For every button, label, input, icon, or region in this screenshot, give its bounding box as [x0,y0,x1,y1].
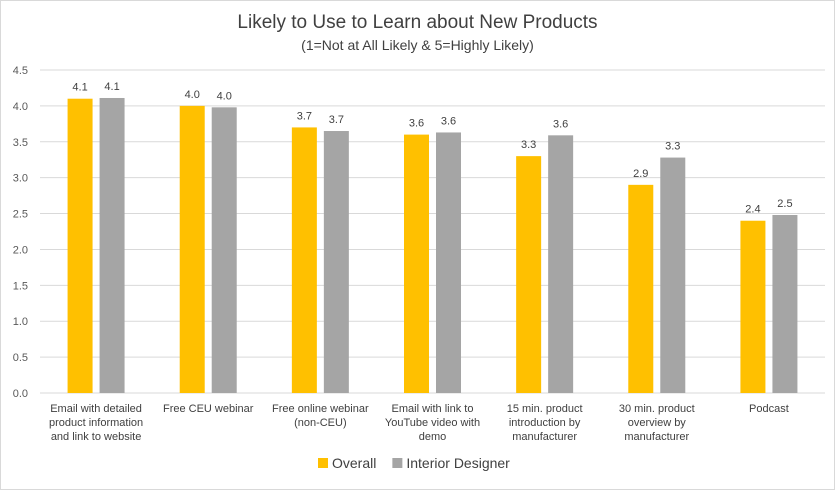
x-category-label-line: Free online webinar [272,403,369,415]
data-label: 3.6 [441,115,456,127]
y-tick-label: 3.5 [13,137,28,149]
x-category-label-line: Free CEU webinar [163,403,254,415]
bar-overall [67,98,93,393]
x-category-label-line: and link to website [51,431,142,443]
x-category-label-line: (non-CEU) [294,417,347,429]
chart-subtitle: (1=Not at All Likely & 5=Highly Likely) [301,37,534,53]
x-category-label-line: overview by [628,417,687,429]
bar-interior-designer [323,131,349,393]
bar-interior-designer [99,97,125,393]
bar-overall [740,220,766,393]
x-category-label: Email with detailed product information an… [49,403,143,443]
bar-overall [179,105,205,393]
data-label: 3.6 [409,118,424,130]
data-label: 4.0 [217,90,232,102]
x-category-label-line: introduction by [509,417,581,429]
data-label: 2.4 [745,204,760,216]
data-label: 2.5 [777,198,792,210]
y-tick-label: 0.5 [13,352,28,364]
x-category-label-line: Email with link to [392,403,474,415]
x-category-label: Free CEU webinar [163,403,254,415]
data-label: 4.1 [104,81,119,93]
legend-swatch-overall [318,458,328,468]
bar-interior-designer [436,132,461,394]
x-category-label-line: Email with detailed [50,403,142,415]
data-label: 4.0 [185,89,200,101]
bar-interior-designer [548,135,574,393]
bar-interior-designer [211,107,237,393]
y-tick-label: 3.0 [13,173,28,185]
data-label: 2.9 [633,168,648,180]
data-label: 3.3 [521,139,536,151]
legend-label: Overall [332,455,376,471]
y-tick-label: 1.5 [13,280,28,292]
legend-swatch-interior-designer [392,458,403,468]
x-category-label: Free online webinar (non-CEU) [272,403,369,429]
x-category-label-line: YouTube video with [385,417,480,429]
bar-interior-designer [660,157,686,393]
data-label: 3.7 [297,110,312,122]
legend-label: Interior Designer [406,455,510,471]
data-label: 3.6 [553,118,568,130]
bar-overall [291,127,317,393]
x-category-label: Email with link to YouTube video with demo [385,403,480,443]
x-category-label-line: manufacturer [512,431,577,443]
data-label: 3.3 [665,141,680,153]
y-tick-label: 2.0 [13,244,28,256]
data-label: 4.1 [72,82,87,94]
bar-overall [628,184,654,393]
x-category-label: 15 min. product introduction by manufactur… [507,403,583,443]
x-category-label-line: manufacturer [624,431,689,443]
bar-overall [516,156,542,393]
x-category-label-line: demo [419,431,447,443]
x-category-label-line: Podcast [749,403,789,415]
x-category-label-line: 30 min. product [619,403,695,415]
y-tick-label: 4.0 [13,101,28,113]
y-tick-label: 0.0 [13,388,28,400]
chart-title: Likely to Use to Learn about New Product… [237,12,598,33]
bar-interior-designer [772,214,798,393]
y-tick-label: 1.0 [13,316,28,328]
y-tick-label: 4.5 [13,65,28,77]
x-category-label: 30 min. product overview by manufacturer [619,403,695,443]
x-category-label-line: 15 min. product [507,403,583,415]
y-tick-label: 2.5 [13,209,28,221]
x-category-label-line: product information [49,417,143,429]
data-label: 3.7 [329,114,344,126]
x-category-label: Podcast [749,403,789,415]
bar-overall [404,134,429,393]
